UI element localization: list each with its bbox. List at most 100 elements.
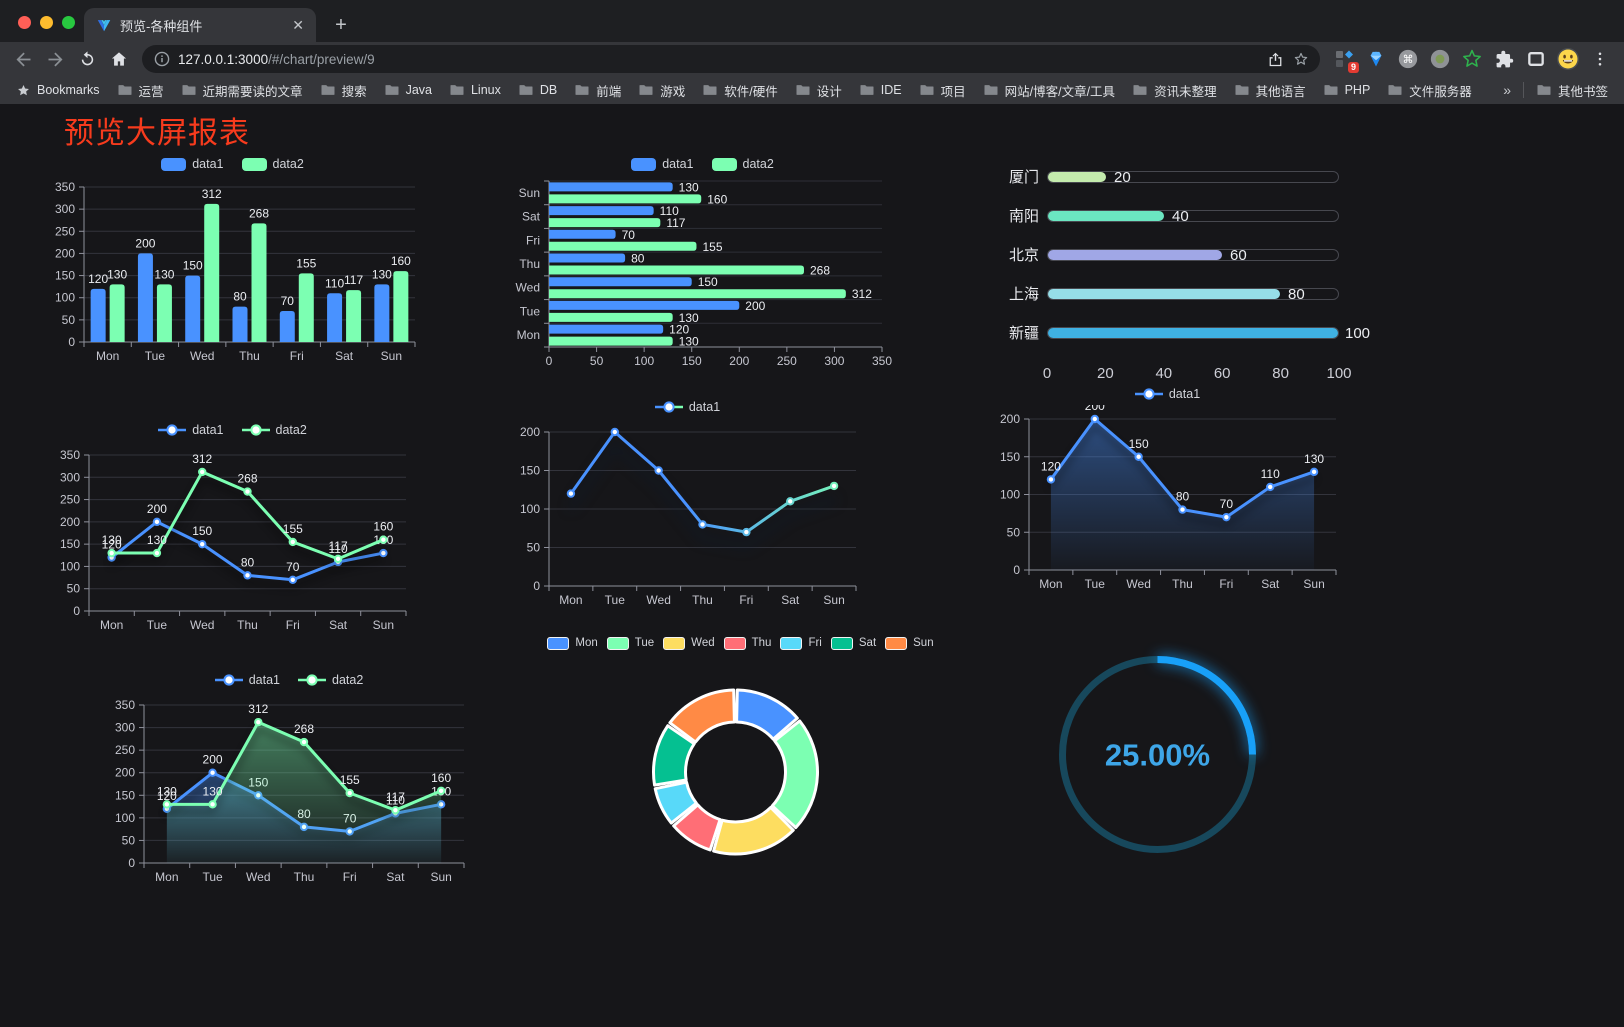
- svg-text:200: 200: [203, 753, 223, 767]
- legend-item-data2[interactable]: data2: [298, 673, 363, 687]
- svg-text:Fri: Fri: [739, 593, 753, 607]
- svg-text:50: 50: [67, 582, 81, 596]
- svg-text:0: 0: [73, 604, 80, 618]
- legend-item-Sun[interactable]: Sun: [885, 636, 934, 650]
- svg-text:117: 117: [329, 539, 348, 553]
- svg-text:70: 70: [286, 560, 300, 574]
- svg-text:Mon: Mon: [100, 618, 123, 632]
- svg-text:160: 160: [707, 192, 727, 206]
- svg-text:130: 130: [679, 180, 699, 194]
- svg-text:130: 130: [107, 267, 127, 281]
- svg-text:300: 300: [60, 470, 80, 484]
- extension-record-icon[interactable]: [1428, 47, 1452, 71]
- menu-kebab-icon[interactable]: [1588, 47, 1612, 71]
- legend-item-data2[interactable]: data2: [241, 157, 304, 171]
- legend-item-Mon[interactable]: Mon: [547, 636, 598, 650]
- legend-item-Wed[interactable]: Wed: [663, 636, 715, 650]
- home-button[interactable]: [104, 45, 134, 73]
- svg-text:268: 268: [810, 264, 830, 278]
- legend-item-data2[interactable]: data2: [241, 423, 307, 437]
- svg-text:50: 50: [62, 313, 76, 327]
- traffic-lights: [18, 16, 75, 29]
- legend-item-data1[interactable]: data1: [161, 157, 224, 171]
- bookmarks-divider: [1522, 82, 1524, 98]
- svg-text:350: 350: [60, 448, 80, 462]
- bookmark-folder[interactable]: Linux: [449, 82, 501, 98]
- svg-text:Tue: Tue: [1085, 577, 1106, 591]
- address-bar[interactable]: 127.0.0.1:3000/#/chart/preview/9: [142, 45, 1320, 73]
- bookmark-folder[interactable]: 近期需要读的文章: [181, 81, 303, 100]
- forward-button[interactable]: [40, 45, 70, 73]
- svg-text:Sat: Sat: [386, 870, 405, 884]
- legend-item-Thu[interactable]: Thu: [723, 636, 771, 650]
- legend-item-data2[interactable]: data2: [711, 157, 774, 171]
- chart-canvas: 0 50 100 150 200 250 300 350 Mon Tue Wed Thu Fri Sat S…: [60, 448, 407, 632]
- bookmarks-overflow-chevron[interactable]: »: [1503, 82, 1511, 98]
- bookmark-folder[interactable]: 其他语言: [1234, 81, 1306, 100]
- svg-text:Sat: Sat: [335, 349, 354, 363]
- toolbar: 127.0.0.1:3000/#/chart/preview/9 9: [0, 42, 1624, 76]
- svg-text:200: 200: [1085, 405, 1105, 413]
- bookmarks-bar-right: » 其他书签: [1503, 81, 1608, 100]
- bookmark-folder[interactable]: 网站/博客/文章/工具: [983, 81, 1115, 100]
- svg-text:Sat: Sat: [329, 618, 348, 632]
- side-panel-icon[interactable]: [1524, 47, 1548, 71]
- bookmark-folder[interactable]: DB: [518, 82, 557, 98]
- extension-grid-icon[interactable]: 9: [1332, 47, 1359, 73]
- tab-close-icon[interactable]: ✕: [292, 17, 304, 33]
- bookmark-folder[interactable]: 搜索: [320, 81, 367, 100]
- chart-legend: Mon Tue Wed Thu Fri Sat Sun: [547, 632, 934, 654]
- extension-command-icon[interactable]: ⌘: [1396, 47, 1420, 71]
- legend-item-Tue[interactable]: Tue: [606, 636, 654, 650]
- bookmark-folder[interactable]: 项目: [919, 81, 966, 100]
- svg-text:70: 70: [1220, 497, 1234, 511]
- site-info-icon[interactable]: [154, 51, 170, 67]
- svg-text:120: 120: [669, 323, 689, 337]
- svg-text:Wed: Wed: [516, 281, 540, 295]
- new-tab-button[interactable]: +: [335, 13, 347, 36]
- svg-text:155: 155: [283, 522, 303, 536]
- bookmark-folder[interactable]: PHP: [1323, 82, 1370, 98]
- svg-text:150: 150: [60, 537, 80, 551]
- svg-text:110: 110: [386, 793, 405, 807]
- svg-text:150: 150: [682, 354, 702, 368]
- bookmark-folder[interactable]: Java: [384, 82, 432, 98]
- profile-avatar[interactable]: [1556, 47, 1580, 71]
- back-button[interactable]: [8, 45, 38, 73]
- svg-text:80: 80: [631, 252, 645, 266]
- bookmark-folder[interactable]: 设计: [795, 81, 842, 100]
- bookmarks-manager[interactable]: Bookmarks: [16, 83, 100, 98]
- svg-text:200: 200: [55, 246, 75, 260]
- legend-item-data1[interactable]: data1: [214, 673, 280, 687]
- legend-item-data1[interactable]: data1: [158, 423, 224, 437]
- bookmark-star-icon[interactable]: [1292, 50, 1310, 68]
- extensions-puzzle-icon[interactable]: [1492, 47, 1516, 71]
- legend-item-data1[interactable]: data1: [631, 157, 694, 171]
- folder-icon: [1133, 85, 1147, 95]
- svg-text:Thu: Thu: [519, 257, 540, 271]
- extension-gem-icon[interactable]: [1364, 47, 1388, 71]
- svg-text:312: 312: [248, 702, 268, 716]
- progress-row: 南阳 40: [995, 208, 1363, 225]
- bookmark-folder[interactable]: IDE: [859, 82, 902, 98]
- zoom-window-button[interactable]: [62, 16, 75, 29]
- bookmark-folder[interactable]: 游戏: [638, 81, 685, 100]
- bookmark-folder[interactable]: 软件/硬件: [702, 81, 778, 100]
- extension-star-icon[interactable]: [1460, 47, 1484, 71]
- legend-item-Sat[interactable]: Sat: [830, 636, 876, 650]
- svg-text:130: 130: [154, 267, 174, 281]
- bookmark-folder[interactable]: 前端: [574, 81, 621, 100]
- close-window-button[interactable]: [18, 16, 31, 29]
- other-bookmarks-folder[interactable]: 其他书签: [1536, 81, 1608, 100]
- legend-item-Fri[interactable]: Fri: [780, 636, 822, 650]
- svg-text:130: 130: [1304, 452, 1324, 466]
- bookmark-folder[interactable]: 资讯未整理: [1132, 81, 1217, 100]
- bookmark-folder[interactable]: 文件服务器: [1387, 81, 1472, 100]
- reload-button[interactable]: [72, 45, 102, 73]
- legend-item-data1[interactable]: data1: [654, 400, 720, 414]
- legend-item-data1[interactable]: data1: [1134, 387, 1200, 401]
- bookmark-folder[interactable]: 运营: [117, 81, 164, 100]
- share-icon[interactable]: [1267, 51, 1284, 68]
- browser-tab[interactable]: 预览-各种组件 ✕: [84, 8, 316, 42]
- minimize-window-button[interactable]: [40, 16, 53, 29]
